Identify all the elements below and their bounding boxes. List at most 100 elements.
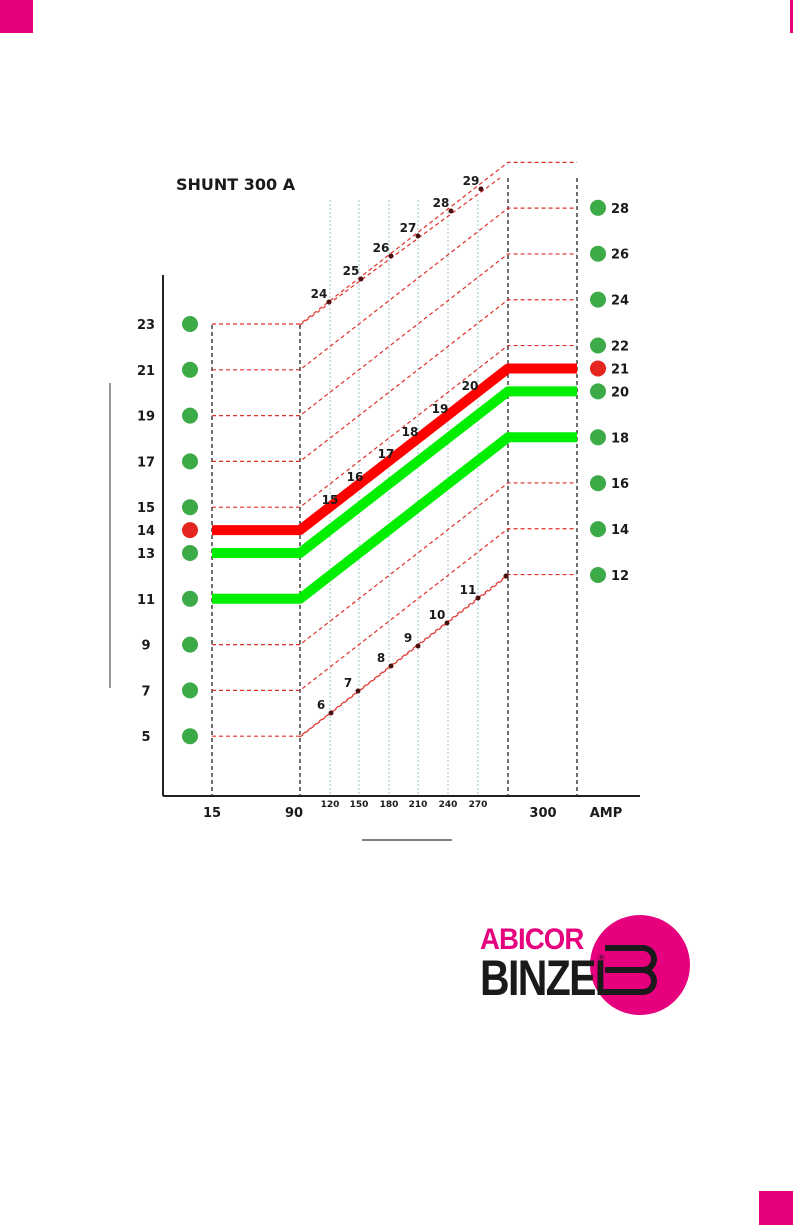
upper-diagonal-dot (388, 253, 394, 259)
lower-diagonal-end-dot (503, 573, 509, 579)
mid-diagonal-label: 15 (322, 493, 339, 507)
lower-diagonal-label: 8 (377, 651, 385, 665)
grid-dashed-line-0 (212, 161, 577, 325)
upper-diagonal-dot (448, 208, 454, 214)
right-dot (590, 245, 606, 262)
lower-diagonal-dot (388, 663, 394, 669)
right-dot (590, 337, 606, 354)
grid-dashed-line-4 (212, 344, 577, 508)
upper-diagonal-dot (478, 186, 484, 192)
upper-diagonal-label: 24 (311, 287, 328, 301)
labels: 23 21 19 17 15 14 13 11 9 7 5 28 26 24 22 21 20 18 16 14 12 2… (137, 174, 629, 821)
right-dot (590, 475, 606, 492)
grid-dashed-line-1 (212, 207, 577, 371)
series-line-green-1 (212, 386, 577, 558)
right-dot (590, 383, 606, 400)
right-scale-label: 21 (611, 362, 629, 377)
corner-mark-top-right (790, 0, 793, 33)
upper-diagonal-label: 25 (343, 264, 360, 278)
upper-diagonal-label: 26 (373, 241, 390, 255)
mid-diagonal-label: 17 (378, 447, 395, 461)
mid-diagonal-label: 16 (347, 470, 364, 484)
chart-title: SHUNT 300 A (176, 175, 296, 194)
series-lines (212, 363, 577, 604)
left-scale-label: 9 (141, 639, 150, 654)
upper-diagonal-dot (326, 299, 332, 305)
right-scale-label: 20 (611, 385, 629, 400)
axes (109, 275, 640, 841)
lower-diagonal-line (299, 575, 509, 738)
right-scale-label: 16 (611, 477, 629, 492)
right-dot (590, 567, 606, 583)
left-dot (182, 545, 198, 561)
grid-lines (211, 161, 578, 796)
x-tick-main: 15 (203, 806, 221, 821)
left-scale-label: 23 (137, 318, 155, 333)
grid-dashed-line-6 (212, 528, 577, 691)
right-scale-label: 22 (611, 340, 629, 355)
right-scale-label: 26 (611, 248, 629, 263)
logo-binzel-text: BINZEL (480, 950, 620, 1006)
x-tick-minor: 120 (321, 800, 340, 810)
x-tick-minor: 150 (350, 800, 369, 810)
right-scale-label: 18 (611, 431, 629, 446)
mid-diagonal-label: 18 (402, 425, 419, 439)
lower-diagonal-dot (328, 710, 334, 716)
x-tick-minor: 180 (380, 800, 399, 810)
scale-dots (182, 186, 606, 745)
left-dot-highlight (182, 522, 198, 539)
right-dot (590, 199, 606, 216)
upper-diagonal-label: 29 (463, 174, 480, 188)
lower-diagonal-label: 6 (317, 698, 325, 712)
mid-diagonal-label: 20 (462, 379, 479, 393)
lower-diagonal-label: 11 (460, 583, 477, 597)
left-dot (182, 316, 198, 332)
logo-registered-mark: ® (598, 953, 605, 963)
logo-abicor-text: ABICOR (480, 923, 584, 956)
upper-diagonal-label: 28 (433, 196, 450, 210)
lower-diagonal-label: 9 (404, 631, 412, 645)
left-scale-label: 17 (137, 455, 155, 470)
right-scale-label: 28 (611, 202, 629, 217)
left-scale-label: 19 (137, 410, 155, 425)
x-tick-main: 90 (285, 806, 303, 821)
left-scale-label: 7 (141, 684, 150, 699)
left-dot (182, 590, 198, 607)
lower-diagonal-dot (475, 595, 481, 601)
right-dot (590, 429, 606, 446)
right-scale-label: 12 (611, 569, 629, 584)
x-axis-label: AMP (590, 806, 623, 821)
x-tick-minor: 240 (439, 800, 458, 810)
corner-mark-bottom-right (759, 1191, 793, 1225)
corner-mark-top-left (0, 0, 33, 33)
right-dot-highlight (590, 360, 606, 377)
grid-dashed-line-5 (212, 482, 577, 646)
right-scale-label: 14 (611, 523, 629, 538)
lower-diagonal-dot (415, 643, 421, 649)
left-scale-label: 15 (137, 501, 155, 516)
lower-diagonal-dot (355, 688, 361, 694)
left-dot (182, 728, 198, 745)
left-dot (182, 361, 198, 378)
x-tick-minor: 270 (469, 800, 488, 810)
grid-dashed-line-7 (212, 573, 577, 737)
right-scale-label: 24 (611, 294, 629, 309)
left-dot (182, 636, 198, 653)
grid-dashed-line-2 (212, 253, 577, 417)
lower-diagonal-dot (444, 620, 450, 626)
mid-diagonal-label: 19 (432, 402, 449, 416)
logo-b-icon (605, 945, 665, 995)
left-dot (182, 682, 198, 699)
right-dot (590, 291, 606, 308)
left-scale-label: 5 (141, 730, 150, 745)
upper-diagonal-dot (358, 276, 364, 282)
left-scale-label: 21 (137, 364, 155, 379)
upper-diagonal-label: 27 (400, 221, 417, 235)
x-tick-minor: 210 (409, 800, 428, 810)
left-scale-label: 14 (137, 524, 155, 539)
lower-diagonal-label: 10 (429, 608, 446, 622)
right-dot (590, 521, 606, 538)
left-scale-label: 11 (137, 593, 155, 608)
grid-dashed-line-3 (212, 299, 577, 462)
